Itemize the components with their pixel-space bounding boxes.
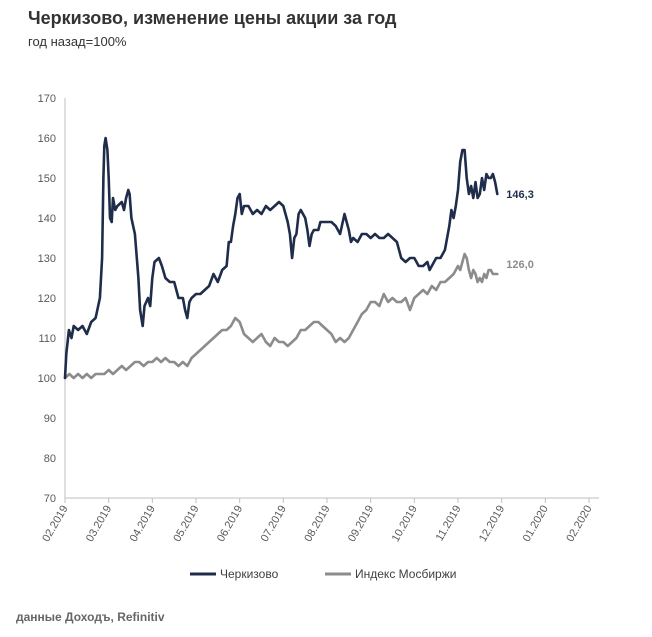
- legend-label: Индекс Мосбиржи: [355, 567, 456, 581]
- x-tick-label: 02.2020: [564, 504, 594, 544]
- y-tick-label: 120: [38, 293, 56, 305]
- y-tick-label: 170: [38, 93, 56, 105]
- x-tick-label: 05.2019: [171, 504, 201, 544]
- data-source-note: данные Доходъ, Refinitiv: [16, 610, 165, 624]
- legend-label: Черкизово: [220, 567, 279, 581]
- x-tick-label: 12.2019: [477, 503, 507, 543]
- series-line: [63, 252, 499, 380]
- y-tick-label: 160: [38, 133, 56, 145]
- chart-subtitle: год назад=100%: [28, 34, 127, 49]
- y-tick-label: 100: [38, 373, 56, 385]
- x-tick-label: 06.2019: [215, 504, 245, 544]
- line-chart: 70 80 90 100 110 120 130 140 150 160 170 02.2019 03.…: [38, 93, 599, 581]
- y-tick-label: 110: [38, 333, 56, 345]
- series-end-label: 146,3: [506, 189, 534, 201]
- y-tick-label: 70: [44, 493, 56, 505]
- chart-title: Черкизово, изменение цены акции за год: [28, 8, 397, 28]
- y-tick-label: 150: [38, 173, 56, 185]
- series-line: [63, 136, 499, 380]
- series-end-label: 126,0: [506, 259, 534, 271]
- x-tick-label: 09.2019: [346, 504, 376, 544]
- y-tick-label: 130: [38, 253, 56, 265]
- x-tick-label: 08.2019: [302, 504, 332, 544]
- y-tick-label: 140: [38, 213, 56, 225]
- x-tick-label: 10.2019: [390, 504, 420, 544]
- x-tick-label: 04.2019: [128, 504, 158, 544]
- y-tick-label: 80: [44, 453, 56, 465]
- x-tick-label: 03.2019: [84, 504, 114, 544]
- x-tick-label: 01.2020: [521, 504, 551, 544]
- x-tick-label: 11.2019: [434, 504, 464, 544]
- x-tick-label: 02.2019: [40, 504, 70, 544]
- y-tick-label: 90: [44, 413, 56, 425]
- x-tick-label: 07.2019: [259, 504, 289, 544]
